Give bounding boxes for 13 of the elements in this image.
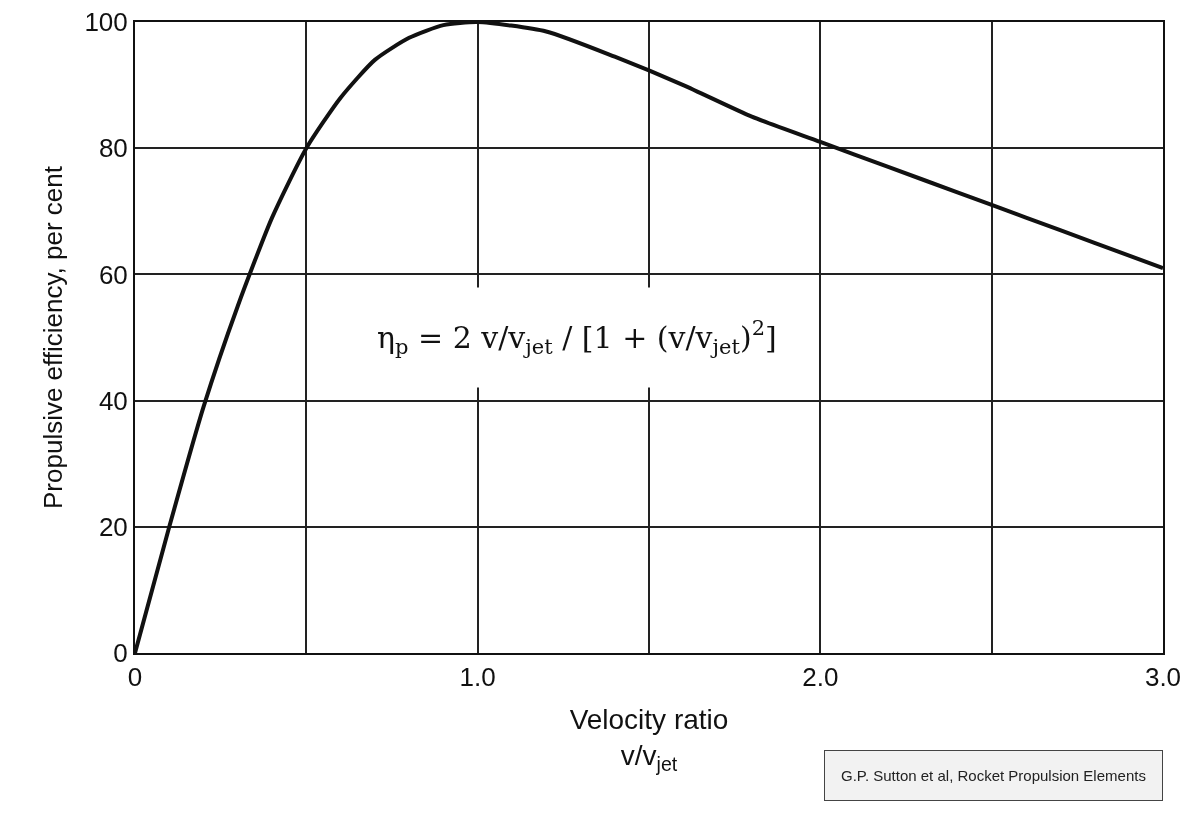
text: η$_{p}$ = 2 v/v$_{jet}$ / [1 + (v/v$_{jet}$)$^{2}$] [377,316,777,359]
y-axis-title: Propulsive efficiency, per cent [38,165,69,509]
x-tick-label: 2.0 [802,662,839,693]
y-tick-label: 20 [98,511,128,542]
text: G.P. Sutton et al, Rocket Propulsion Elements [841,767,1146,784]
y-tick-label: 0 [113,638,128,669]
x-tick-label: 3.0 [1144,662,1182,693]
y-tick-label: 100 [84,7,128,38]
x-axis-title: Velocity ratio v/v$_{jet}$ [569,703,729,776]
y-tick-label: 80 [98,133,128,164]
y-tick-label: 40 [98,385,128,416]
x-tick-label: 1.0 [459,662,496,693]
y-tick-label: 60 [98,259,128,290]
